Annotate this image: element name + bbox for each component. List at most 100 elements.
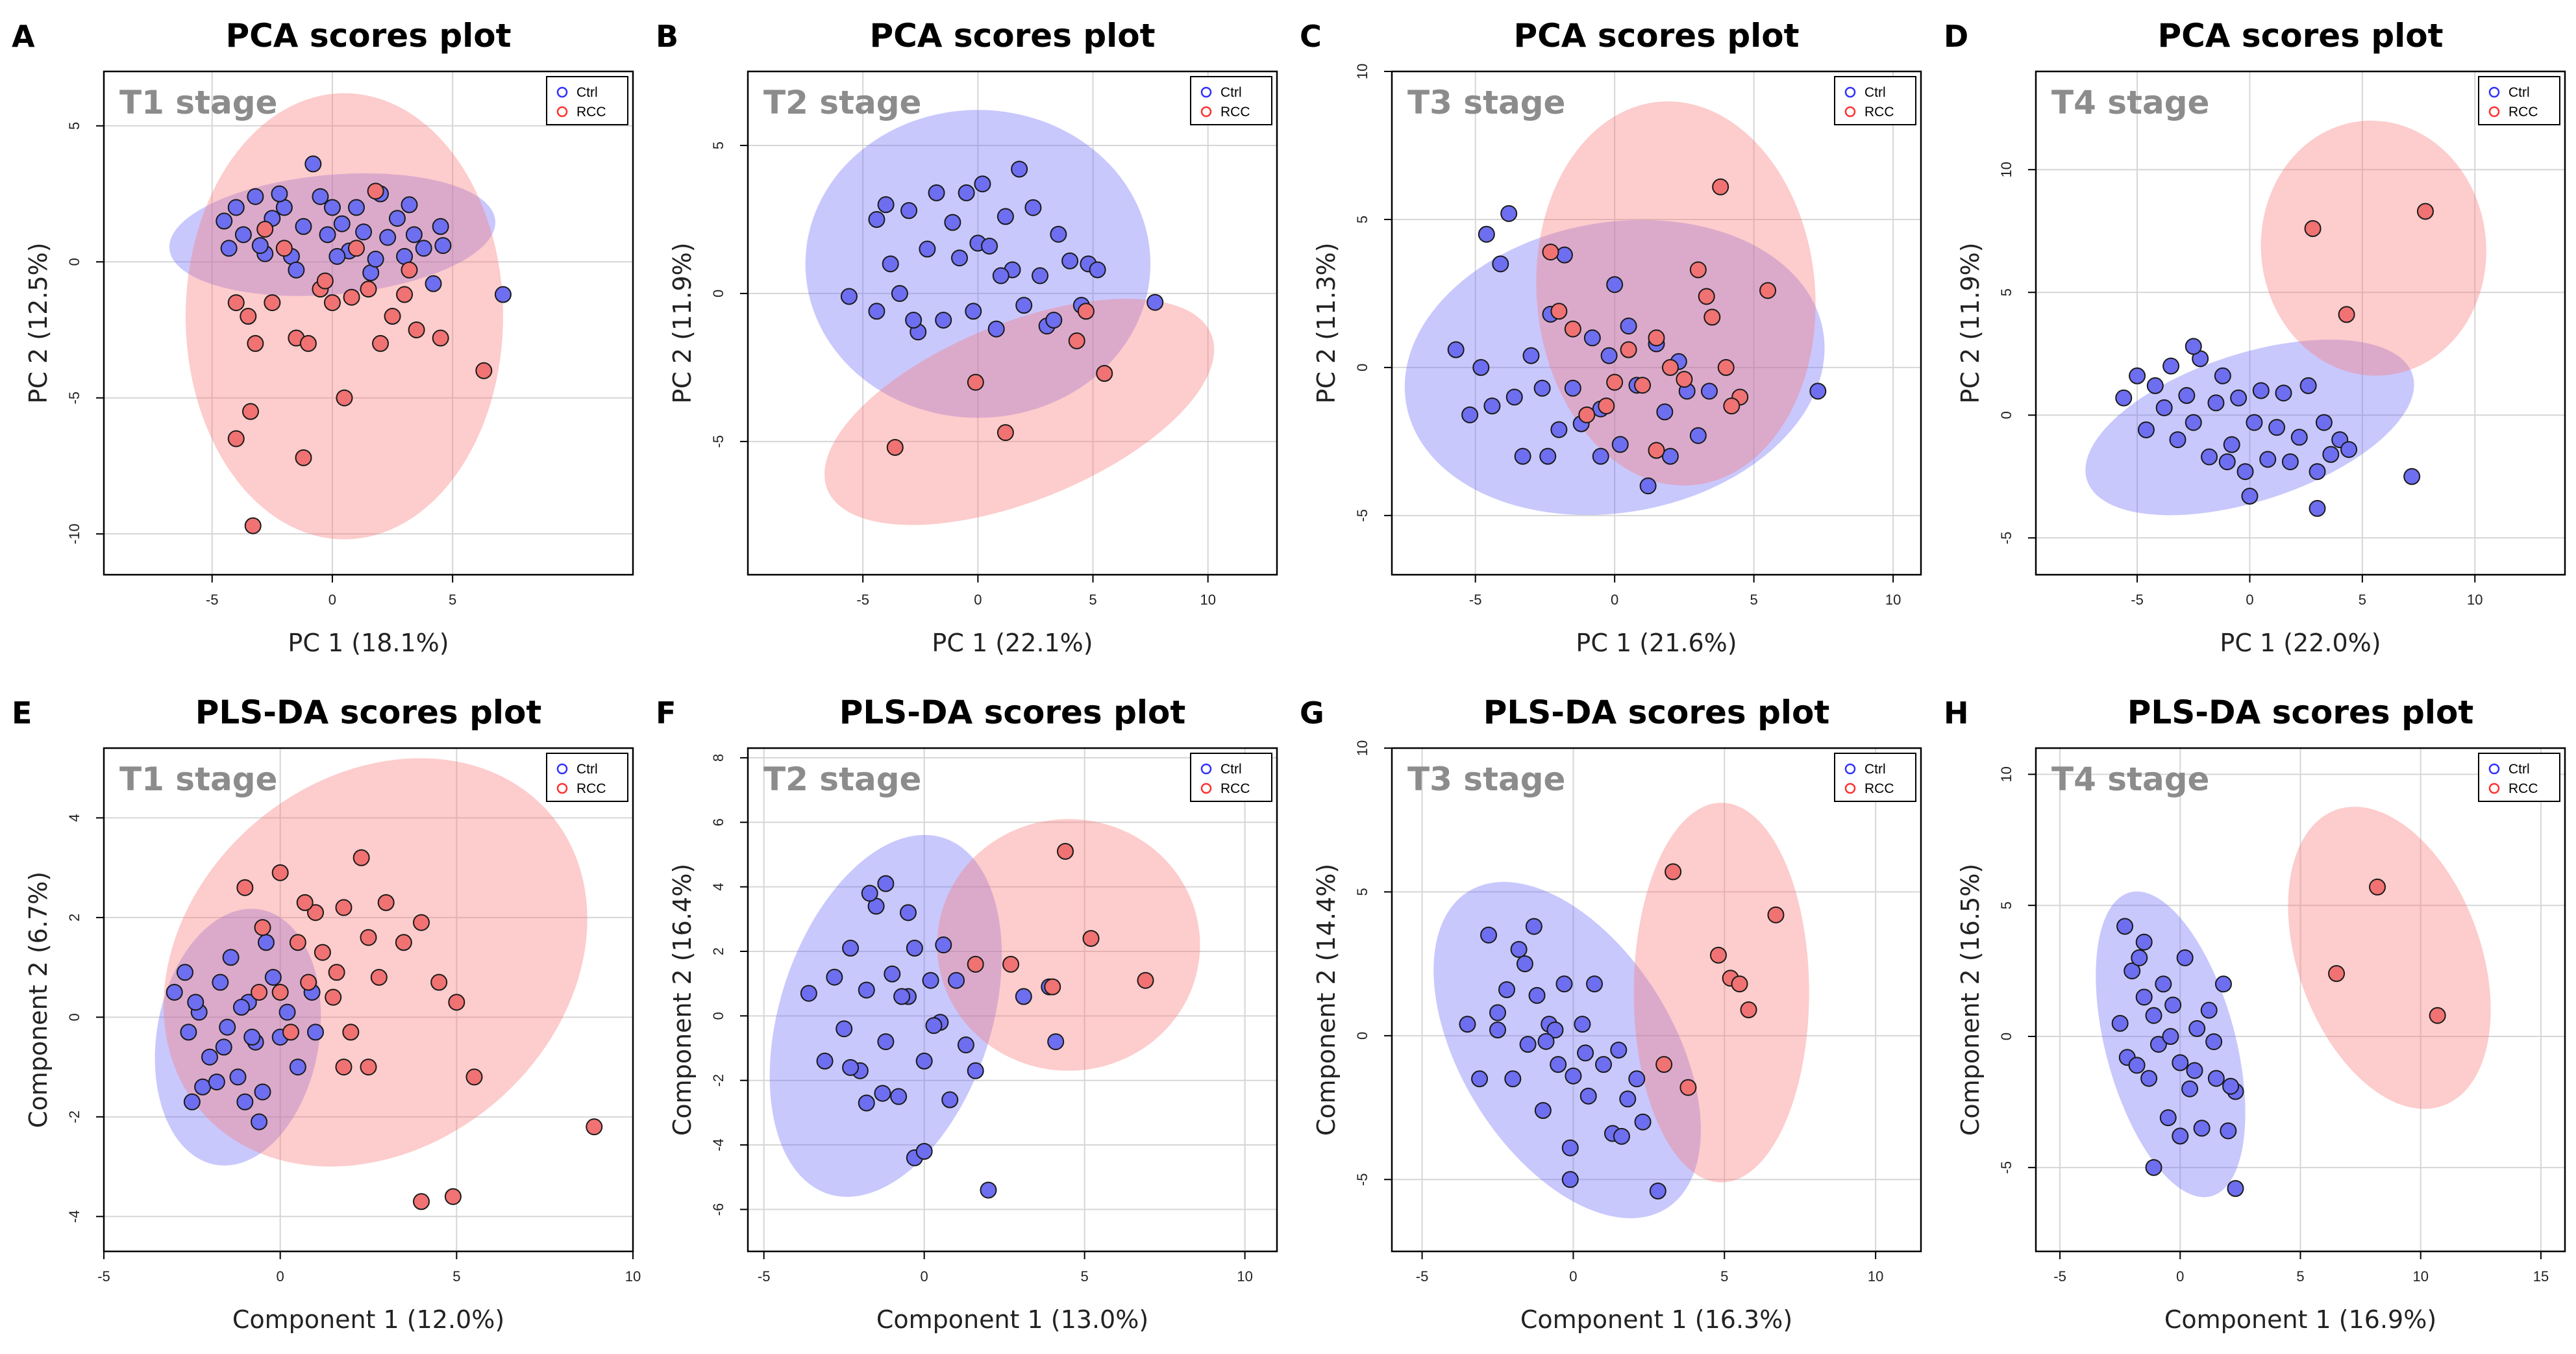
data-point-ctrl [890,1088,908,1105]
data-point-rcc [413,914,430,931]
x-axis-label: Component 1 (16.9%) [2164,1305,2436,1334]
data-point-rcc [1634,377,1652,394]
legend-label-rcc: RCC [1864,105,1894,119]
data-point-rcc [1598,397,1615,415]
data-point-rcc [2338,306,2355,323]
plot-frame [747,70,1278,576]
data-point-ctrl [2137,421,2155,438]
data-point-ctrl [2322,445,2340,463]
data-point-rcc [353,849,370,866]
data-point-ctrl [166,983,183,1001]
data-point-rcc [244,517,262,534]
data-point-ctrl [948,972,965,989]
data-point-ctrl [858,1094,875,1112]
data-point-rcc [475,362,493,379]
data-point-ctrl [1533,379,1551,397]
data-point-rcc [1137,972,1154,989]
data-point-ctrl [925,1017,943,1034]
data-point-ctrl [254,1083,271,1101]
y-tick-label: -10 [66,523,82,544]
panel-letter: F [656,696,676,731]
data-point-ctrl [1619,1090,1637,1108]
data-point-rcc [256,220,274,238]
data-point-ctrl [215,1038,232,1056]
data-point-ctrl [2259,451,2277,468]
data-point-rcc [1709,946,1727,964]
data-point-rcc [1068,332,1085,349]
confidence-ellipse-ctrl [805,110,1151,418]
y-tick-label: 0 [710,290,726,297]
data-point-ctrl [2200,1001,2218,1019]
data-point-ctrl [944,214,961,231]
data-point-ctrl [868,303,886,320]
data-point-ctrl [2135,933,2153,951]
data-point-rcc [227,430,245,447]
y-tick-label: -5 [1354,509,1370,522]
data-point-ctrl [1649,1183,1666,1199]
stage-label: T2 stage [763,84,921,121]
data-point-ctrl [1528,986,1546,1004]
data-point-ctrl [2169,431,2186,449]
data-point-ctrl [967,1062,984,1079]
data-point-ctrl [1583,329,1601,347]
data-point-ctrl [1611,436,1629,453]
data-point-ctrl [1525,918,1542,935]
legend-marker-ctrl [556,86,568,98]
data-point-ctrl [874,1084,891,1102]
data-point-rcc [1679,1079,1697,1096]
x-axis-label: Component 1 (13.0%) [876,1305,1148,1334]
data-point-ctrl [941,1091,959,1109]
panel-a: A PCA scores plot -5 0 5 -10 -5 0 5 PC 1 (18.1%) P… [0,0,644,677]
data-point-ctrl [2222,1077,2240,1095]
data-point-ctrl [1447,341,1465,358]
data-point-ctrl [2155,975,2172,993]
y-tick-label: -5 [1998,532,2014,545]
data-point-ctrl [2131,949,2148,966]
data-point-ctrl [958,184,975,201]
data-point-ctrl [2290,429,2308,446]
x-tick-label: 0 [1611,592,1618,608]
data-point-ctrl [1586,975,1604,993]
panel-letter: H [1944,696,1969,731]
data-point-rcc [448,994,465,1011]
legend-marker-ctrl [1200,86,1212,98]
data-point-ctrl [2281,453,2299,471]
data-point-ctrl [2205,1033,2223,1051]
data-point-ctrl [432,218,449,235]
data-point-ctrl [1539,447,1557,465]
data-point-ctrl [2230,389,2248,407]
panel-c: C PCA scores plot -5 0 5 10 -5 0 5 10 PC 1 (21.6%)… [1288,0,1932,677]
confidence-ellipse-ctrl [1433,882,1701,1218]
x-tick-label: -5 [206,592,219,608]
data-point-ctrl [388,210,406,227]
panel-letter: B [656,19,678,54]
x-axis-label: Component 1 (12.0%) [232,1305,504,1334]
data-point-ctrl [312,188,329,205]
data-point-ctrl [1555,246,1573,264]
data-point-rcc [1731,975,1748,993]
data-point-ctrl [279,1003,296,1021]
y-tick-label: 8 [710,754,726,762]
chart-title: PCA scores plot [869,17,1155,55]
x-axis-label: PC 1 (21.6%) [1576,629,1737,657]
data-point-ctrl [868,210,886,228]
chart-title: PLS-DA scores plot [195,694,542,731]
stage-label: T3 stage [1407,760,1565,798]
legend-box [1190,76,1272,125]
x-tick-label: 10 [1885,592,1901,608]
data-point-rcc [336,389,353,407]
data-point-ctrl [861,884,878,902]
chart-svg: G PLS-DA scores plot -5 0 5 10 -5 0 5 10 Component… [1300,694,1922,1334]
data-point-ctrl [347,199,365,216]
data-point-ctrl [2146,377,2164,394]
data-point-ctrl [2164,996,2182,1014]
data-point-rcc [372,334,390,352]
data-point-rcc [430,973,448,991]
data-point-ctrl [219,1018,236,1036]
data-point-rcc [307,904,324,921]
x-tick-label: -5 [1416,1268,1429,1285]
data-point-ctrl [882,255,899,273]
stage-label: T2 stage [763,760,921,798]
data-point-rcc [325,988,342,1006]
data-point-rcc [367,182,384,200]
